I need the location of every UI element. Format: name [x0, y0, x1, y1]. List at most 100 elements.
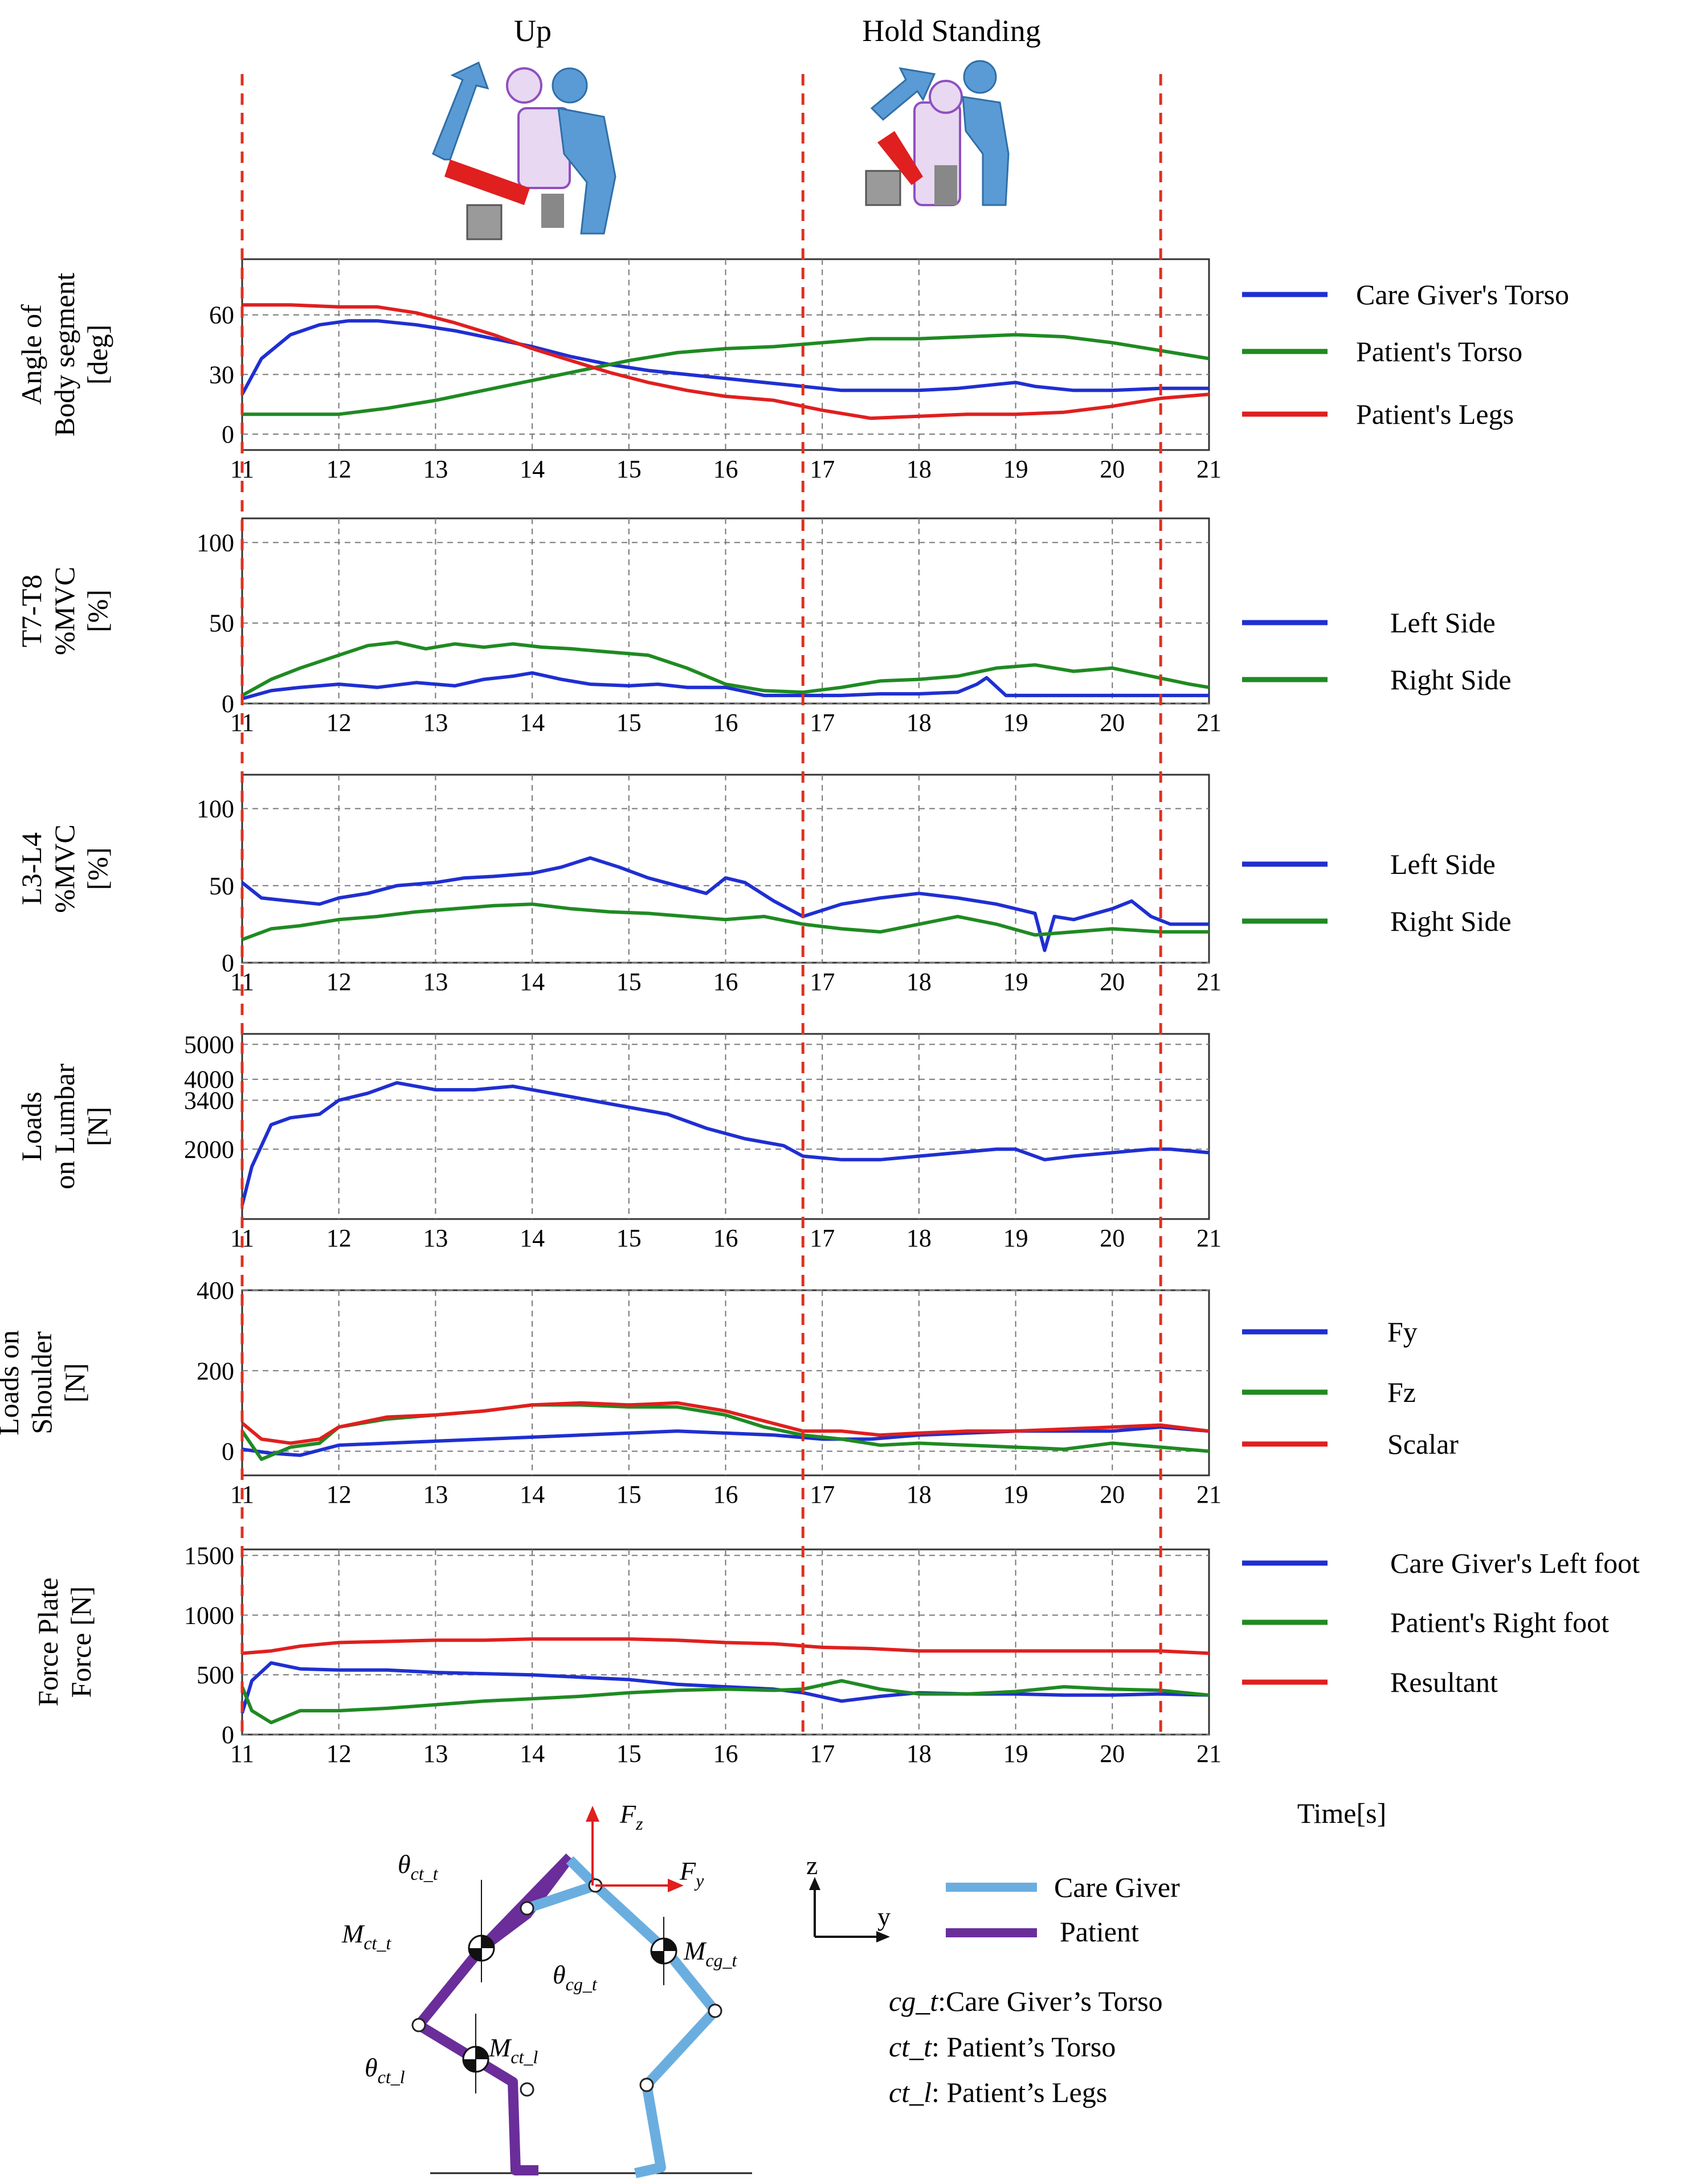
legend-label: Care Giver's Left foot — [1390, 1547, 1640, 1579]
legends: Care Giver's Torso Patient's Torso Patient… — [1242, 279, 1640, 1698]
series-line-l3l4-1 — [241, 902, 1209, 942]
caregiver-arm — [525, 1880, 597, 1913]
x-tick-label: 16 — [713, 1224, 738, 1252]
biomechanics-diagram: Fz Fy θct_t Mct_t θcg_t Mcg_t Mct_l θct_… — [341, 1799, 1180, 2178]
m-ct-l-label: Mct_l — [488, 2033, 538, 2067]
y-tick-label: 0 — [222, 949, 234, 977]
legend-label: Fz — [1387, 1376, 1416, 1408]
x-tick-label: 19 — [1003, 709, 1028, 737]
def-ct-l: ct_l: Patient’s Legs — [889, 2076, 1107, 2108]
legend-label: Patient's Right foot — [1390, 1606, 1609, 1638]
y-tick-label: 1500 — [184, 1541, 234, 1569]
series-line-lumbar-0 — [240, 1081, 1210, 1206]
x-tick-label: 17 — [810, 709, 835, 737]
y-tick-label: 0 — [222, 690, 234, 718]
x-tick-label: 18 — [906, 455, 932, 483]
y-axis-label: Force [N] — [65, 1586, 97, 1698]
y-tick-label: 50 — [209, 872, 234, 900]
m-ct-t-label: Mct_t — [341, 1919, 391, 1953]
fz-label: Fz — [619, 1799, 643, 1834]
y-axis-label: [%] — [81, 590, 113, 632]
legend-label: Resultant — [1390, 1666, 1498, 1698]
series-line-t7t8-1 — [241, 640, 1210, 697]
y-tick-label: 3400 — [184, 1087, 234, 1115]
x-tick-label: 17 — [810, 1480, 835, 1508]
panels: 11 12 13 14 15 16 17 18 19 20 21 0 30 60 Angle of Body … — [0, 258, 1222, 1768]
y-tick-label: 0 — [222, 420, 234, 448]
x-tick-label: 12 — [326, 968, 352, 996]
x-tick-label: 18 — [906, 709, 932, 737]
series-line-angle-2 — [242, 303, 1210, 420]
phase-label-up: Up — [514, 14, 552, 48]
x-tick-label: 12 — [326, 1740, 352, 1768]
x-tick-label: 20 — [1100, 1224, 1125, 1252]
y-tick-label: 4000 — [184, 1066, 234, 1094]
y-tick-label: 0 — [222, 1721, 234, 1749]
com-patient-legs-icon — [462, 2014, 489, 2093]
y-tick-label: 400 — [197, 1277, 234, 1304]
def-cg-t: cg_t:Care Giver’s Torso — [889, 1985, 1163, 2017]
y-axis-label: Force Plate — [32, 1577, 64, 1706]
x-axis-title: Time[s] — [1297, 1797, 1387, 1829]
m-cg-t-label: Mcg_t — [683, 1936, 738, 1970]
x-tick-label: 12 — [326, 1224, 352, 1252]
y-tick-label: 0 — [222, 1438, 234, 1466]
x-tick-label: 14 — [520, 1224, 545, 1252]
axis-y-label: y — [877, 1902, 891, 1931]
y-tick-label: 100 — [197, 529, 234, 557]
x-tick-label: 14 — [520, 1480, 545, 1508]
legend-label: Left Side — [1390, 848, 1496, 880]
y-axis-label: T7-T8 — [15, 575, 47, 648]
x-tick-label: 15 — [616, 1740, 642, 1768]
x-tick-label: 16 — [713, 709, 738, 737]
y-tick-label: 2000 — [184, 1135, 234, 1163]
y-tick-label: 200 — [197, 1357, 234, 1385]
x-tick-label: 12 — [326, 1480, 352, 1508]
theta-cg-t-label: θcg_t — [553, 1960, 598, 1994]
y-tick-label: 60 — [209, 301, 234, 329]
series-line-forceplate-2 — [242, 1637, 1210, 1655]
legend-label: Patient's Torso — [1356, 336, 1522, 367]
series-line-angle-0 — [240, 319, 1209, 395]
caregiver-holding-standing-patient-icon — [865, 60, 1010, 206]
series-line-shoulder-2 — [241, 1401, 1210, 1445]
x-tick-label: 13 — [423, 1480, 448, 1508]
joint-caregiver-knee — [639, 2077, 654, 2092]
com-caregiver-torso-icon — [650, 1917, 677, 1985]
x-tick-label: 14 — [520, 968, 545, 996]
x-tick-label: 15 — [616, 1224, 642, 1252]
y-axis-label: [N] — [81, 1107, 113, 1146]
def-ct-t: ct_t: Patient’s Torso — [889, 2031, 1116, 2063]
y-tick-label: 100 — [197, 795, 234, 823]
legend-label: Patient's Legs — [1356, 398, 1514, 430]
y-axis-label: on Lumbar — [48, 1064, 80, 1189]
x-tick-label: 18 — [906, 1480, 932, 1508]
y-tick-label: 30 — [209, 361, 234, 388]
x-tick-label: 15 — [616, 968, 642, 996]
fy-label: Fy — [679, 1856, 704, 1891]
axis-y-arrowhead — [876, 1931, 890, 1942]
legend-label: Scalar — [1387, 1428, 1459, 1460]
x-tick-label: 16 — [713, 1740, 738, 1768]
com-patient-torso-icon — [468, 1880, 495, 1982]
joint-caregiver-hip — [708, 2003, 722, 2018]
axis-z-arrowhead — [809, 1877, 820, 1890]
theta-ct-t-label: θct_t — [398, 1850, 439, 1884]
caregiver-lifting-patient-icon — [432, 61, 616, 240]
legend-patient-label: Patient — [1060, 1916, 1139, 1948]
y-axis-label: %MVC — [48, 567, 80, 656]
x-tick-label: 19 — [1003, 968, 1028, 996]
y-axis-label: Loads — [15, 1091, 47, 1161]
x-tick-label: 13 — [423, 455, 448, 483]
force-y-arrowhead — [668, 1879, 684, 1892]
x-tick-label: 20 — [1100, 709, 1125, 737]
x-tick-label: 16 — [713, 968, 738, 996]
x-tick-label: 17 — [810, 1224, 835, 1252]
series-line-angle-1 — [242, 333, 1210, 416]
panel-forceplate: 11 12 13 14 15 16 17 18 19 20 21 0 500 1000 1500 Force … — [32, 1541, 1222, 1768]
y-axis-label: L3-L4 — [15, 832, 47, 905]
force-z-arrowhead — [586, 1806, 599, 1822]
x-tick-label: 17 — [810, 968, 835, 996]
